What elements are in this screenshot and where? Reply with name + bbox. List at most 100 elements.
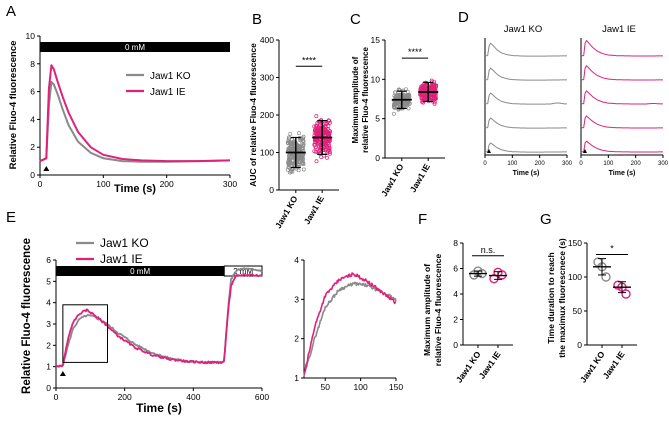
D-trace-ie bbox=[580, 115, 663, 129]
B-point bbox=[327, 118, 332, 123]
D-x-tick-label: 200 bbox=[631, 161, 642, 167]
D-x-tick-label: 300 bbox=[658, 161, 669, 167]
F-y-tick-label: 8 bbox=[453, 238, 458, 248]
B-y-tick-label: 400 bbox=[260, 35, 274, 45]
A-series-line-ko bbox=[39, 80, 231, 163]
D-stimulus-arrow bbox=[583, 149, 587, 153]
B-y-tick-label: 200 bbox=[260, 110, 274, 120]
D-x-axis-title: Time (s) bbox=[513, 170, 540, 177]
D-stimulus-arrow bbox=[487, 149, 491, 153]
E-x-axis-title: Time (s) bbox=[136, 401, 182, 415]
E-legend-label: Jaw1 IE bbox=[100, 252, 143, 266]
B-point bbox=[312, 124, 317, 129]
E-y-tick-label: 3 bbox=[46, 319, 51, 329]
B-point bbox=[314, 159, 319, 164]
C-category-label: Jaw1 KO bbox=[379, 162, 406, 198]
B-y-tick-label: 300 bbox=[260, 73, 274, 83]
E-y-tick-label: 4 bbox=[46, 298, 51, 308]
E-inset-x-tick-label: 100 bbox=[354, 382, 368, 392]
E-stimulus-bar-0mm bbox=[56, 266, 225, 276]
B-point bbox=[301, 143, 306, 148]
C-point bbox=[420, 83, 425, 88]
B-point bbox=[322, 129, 327, 134]
E-inset-y-tick-label: 2 bbox=[294, 334, 299, 344]
C-point bbox=[418, 92, 423, 97]
E-inset-x-tick-label: 150 bbox=[389, 382, 403, 392]
panel-label-E: E bbox=[6, 209, 16, 226]
A-y-axis-title: Relative Fluo-4 fluorescence bbox=[8, 41, 19, 170]
D-x-tick-label: 0 bbox=[579, 161, 583, 167]
B-point bbox=[324, 121, 329, 126]
B-category-label: Jaw1 KO bbox=[273, 194, 300, 230]
G-y-axis-title: the maximux fluorescnece (s) bbox=[557, 238, 567, 358]
panel-label-B: B bbox=[252, 11, 262, 28]
F-y-tick-label: 6 bbox=[453, 264, 458, 274]
C-point bbox=[433, 96, 438, 101]
C-y-tick-label: 5 bbox=[375, 114, 380, 124]
B-point bbox=[301, 142, 306, 147]
A-stimulus-bar-label: 0 mM bbox=[125, 43, 145, 52]
D-trace-ko bbox=[484, 67, 567, 81]
E-x-tick-label: 600 bbox=[255, 392, 269, 402]
B-point bbox=[327, 150, 332, 155]
panel-label-G: G bbox=[540, 211, 552, 228]
E-y-tick-label: 0 bbox=[46, 383, 51, 393]
A-x-axis-title: Time (s) bbox=[114, 183, 156, 195]
B-point bbox=[301, 162, 306, 166]
D-trace-ko bbox=[484, 142, 567, 153]
A-y-tick-label: 6 bbox=[30, 87, 35, 97]
B-point bbox=[285, 167, 290, 172]
B-point bbox=[313, 149, 318, 154]
D-trace-ko bbox=[484, 42, 567, 57]
D-x-tick-label: 200 bbox=[535, 161, 546, 167]
A-legend-label: Jaw1 IE bbox=[150, 87, 186, 98]
B-point bbox=[297, 161, 302, 166]
C-y-tick-label: 15 bbox=[371, 35, 381, 45]
G-point bbox=[601, 272, 611, 282]
F-significance-label: n.s. bbox=[481, 245, 496, 255]
F-y-tick-label: 4 bbox=[453, 289, 458, 299]
C-y-axis-title: Maximum amplitude of bbox=[351, 56, 360, 143]
B-category-label: Jaw1 IE bbox=[302, 194, 326, 226]
B-point bbox=[286, 147, 291, 152]
C-point bbox=[429, 86, 434, 90]
E-series-line-ko bbox=[55, 267, 263, 368]
E-x-tick-label: 0 bbox=[54, 392, 59, 402]
C-category-label: Jaw1 IE bbox=[408, 162, 432, 194]
D-subplot-title: Jaw1 KO bbox=[504, 24, 543, 35]
C-point bbox=[393, 90, 398, 95]
C-point bbox=[406, 106, 411, 111]
E-stimulus-bar-label: 2 mM bbox=[233, 267, 253, 276]
panel-label-D: D bbox=[458, 9, 469, 26]
B-point bbox=[301, 134, 306, 139]
E-y-tick-label: 1 bbox=[46, 362, 51, 372]
A-stimulus-bar bbox=[40, 42, 230, 52]
E-y-tick-label: 5 bbox=[46, 276, 51, 286]
B-point bbox=[327, 146, 332, 151]
C-point bbox=[391, 104, 396, 109]
A-x-tick-label: 0 bbox=[38, 179, 43, 189]
B-y-tick-label: 0 bbox=[269, 185, 274, 195]
C-point bbox=[422, 86, 427, 91]
E-y-tick-label: 2 bbox=[46, 340, 51, 350]
C-point bbox=[420, 97, 425, 102]
G-point bbox=[621, 289, 631, 299]
G-y-axis-title: Time duration to reach bbox=[546, 252, 556, 343]
G-y-tick-label: 150 bbox=[568, 238, 582, 248]
C-point bbox=[391, 111, 396, 116]
G-y-tick-label: 100 bbox=[568, 272, 582, 282]
A-series-line-ie bbox=[39, 64, 231, 163]
D-trace-ie bbox=[580, 90, 663, 105]
C-point bbox=[430, 93, 435, 98]
D-x-axis-title: Time (s) bbox=[609, 170, 636, 177]
E-inset-series-line-ko bbox=[303, 281, 397, 377]
C-point bbox=[432, 82, 437, 87]
B-point bbox=[286, 138, 291, 143]
D-x-tick-label: 100 bbox=[603, 161, 614, 167]
C-point bbox=[406, 94, 411, 99]
B-point bbox=[325, 150, 330, 155]
B-point bbox=[301, 167, 306, 172]
B-point bbox=[314, 128, 319, 133]
panel-label-C: C bbox=[350, 11, 361, 28]
G-significance-label: * bbox=[610, 244, 614, 254]
